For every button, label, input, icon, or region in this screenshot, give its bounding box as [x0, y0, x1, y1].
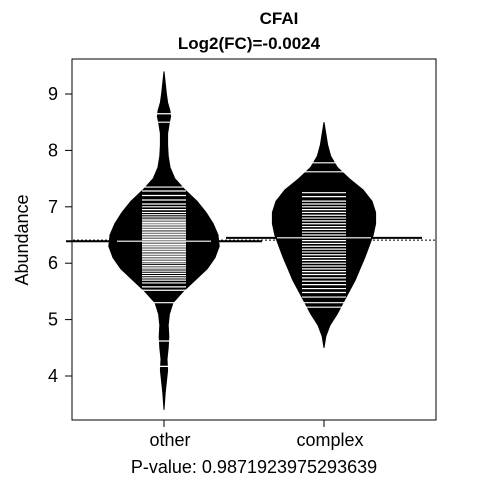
chart-title: CFAI: [260, 9, 299, 28]
y-tick-label: 8: [48, 140, 58, 160]
bean-shape: [108, 71, 220, 410]
x-tick-label: other: [149, 430, 190, 450]
chart-subtitle: Log2(FC)=-0.0024: [178, 34, 321, 53]
plot-area: [66, 71, 435, 410]
y-tick-label: 5: [48, 310, 58, 330]
y-tick-label: 7: [48, 197, 58, 217]
x-axis: other complex: [149, 419, 364, 450]
y-axis: 4 5 6 7 8 9: [48, 84, 73, 386]
x-axis-label: P-value: 0.9871923975293639: [131, 457, 377, 477]
bean-complex: [226, 122, 422, 348]
y-tick-label: 4: [48, 366, 58, 386]
y-tick-label: 9: [48, 84, 58, 104]
x-tick-label: complex: [296, 430, 363, 450]
y-axis-label: Abundance: [12, 194, 32, 285]
bean-other: [66, 71, 262, 410]
y-tick-label: 6: [48, 253, 58, 273]
